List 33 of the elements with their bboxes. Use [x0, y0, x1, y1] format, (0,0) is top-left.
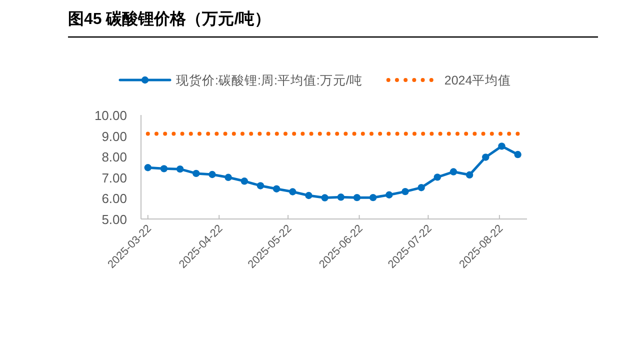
point — [418, 184, 425, 192]
point — [514, 150, 522, 158]
point — [369, 194, 377, 202]
y-tick-label: 5.00 — [102, 212, 127, 227]
title: 图45 碳酸锂价格（万元/吨） — [68, 11, 271, 28]
point — [482, 154, 490, 161]
point — [176, 165, 184, 173]
y-tick-label: 10.00 — [94, 108, 127, 123]
point — [192, 170, 200, 178]
point — [224, 174, 232, 181]
y-tick-label: 7.00 — [102, 170, 127, 186]
legend-label: 现货价:碳酸锂:周:平均值:万元/吨 — [176, 74, 362, 88]
point — [386, 191, 393, 198]
point — [289, 188, 296, 196]
point — [272, 185, 280, 192]
point — [305, 192, 312, 200]
y-tick-label: 9.00 — [102, 128, 127, 144]
point — [321, 194, 328, 202]
point — [450, 168, 458, 176]
point — [160, 165, 168, 172]
point — [402, 188, 409, 196]
point — [208, 170, 216, 178]
y-tick-label: 6.00 — [102, 191, 127, 206]
y-tick-label: 8.00 — [102, 150, 127, 165]
point — [498, 142, 506, 150]
point — [434, 174, 441, 181]
point — [466, 171, 474, 179]
point — [256, 182, 264, 190]
point — [337, 194, 344, 201]
point — [353, 194, 361, 202]
legend-label: 2024平均值 — [444, 74, 512, 88]
point — [240, 178, 248, 185]
point — [144, 164, 152, 172]
